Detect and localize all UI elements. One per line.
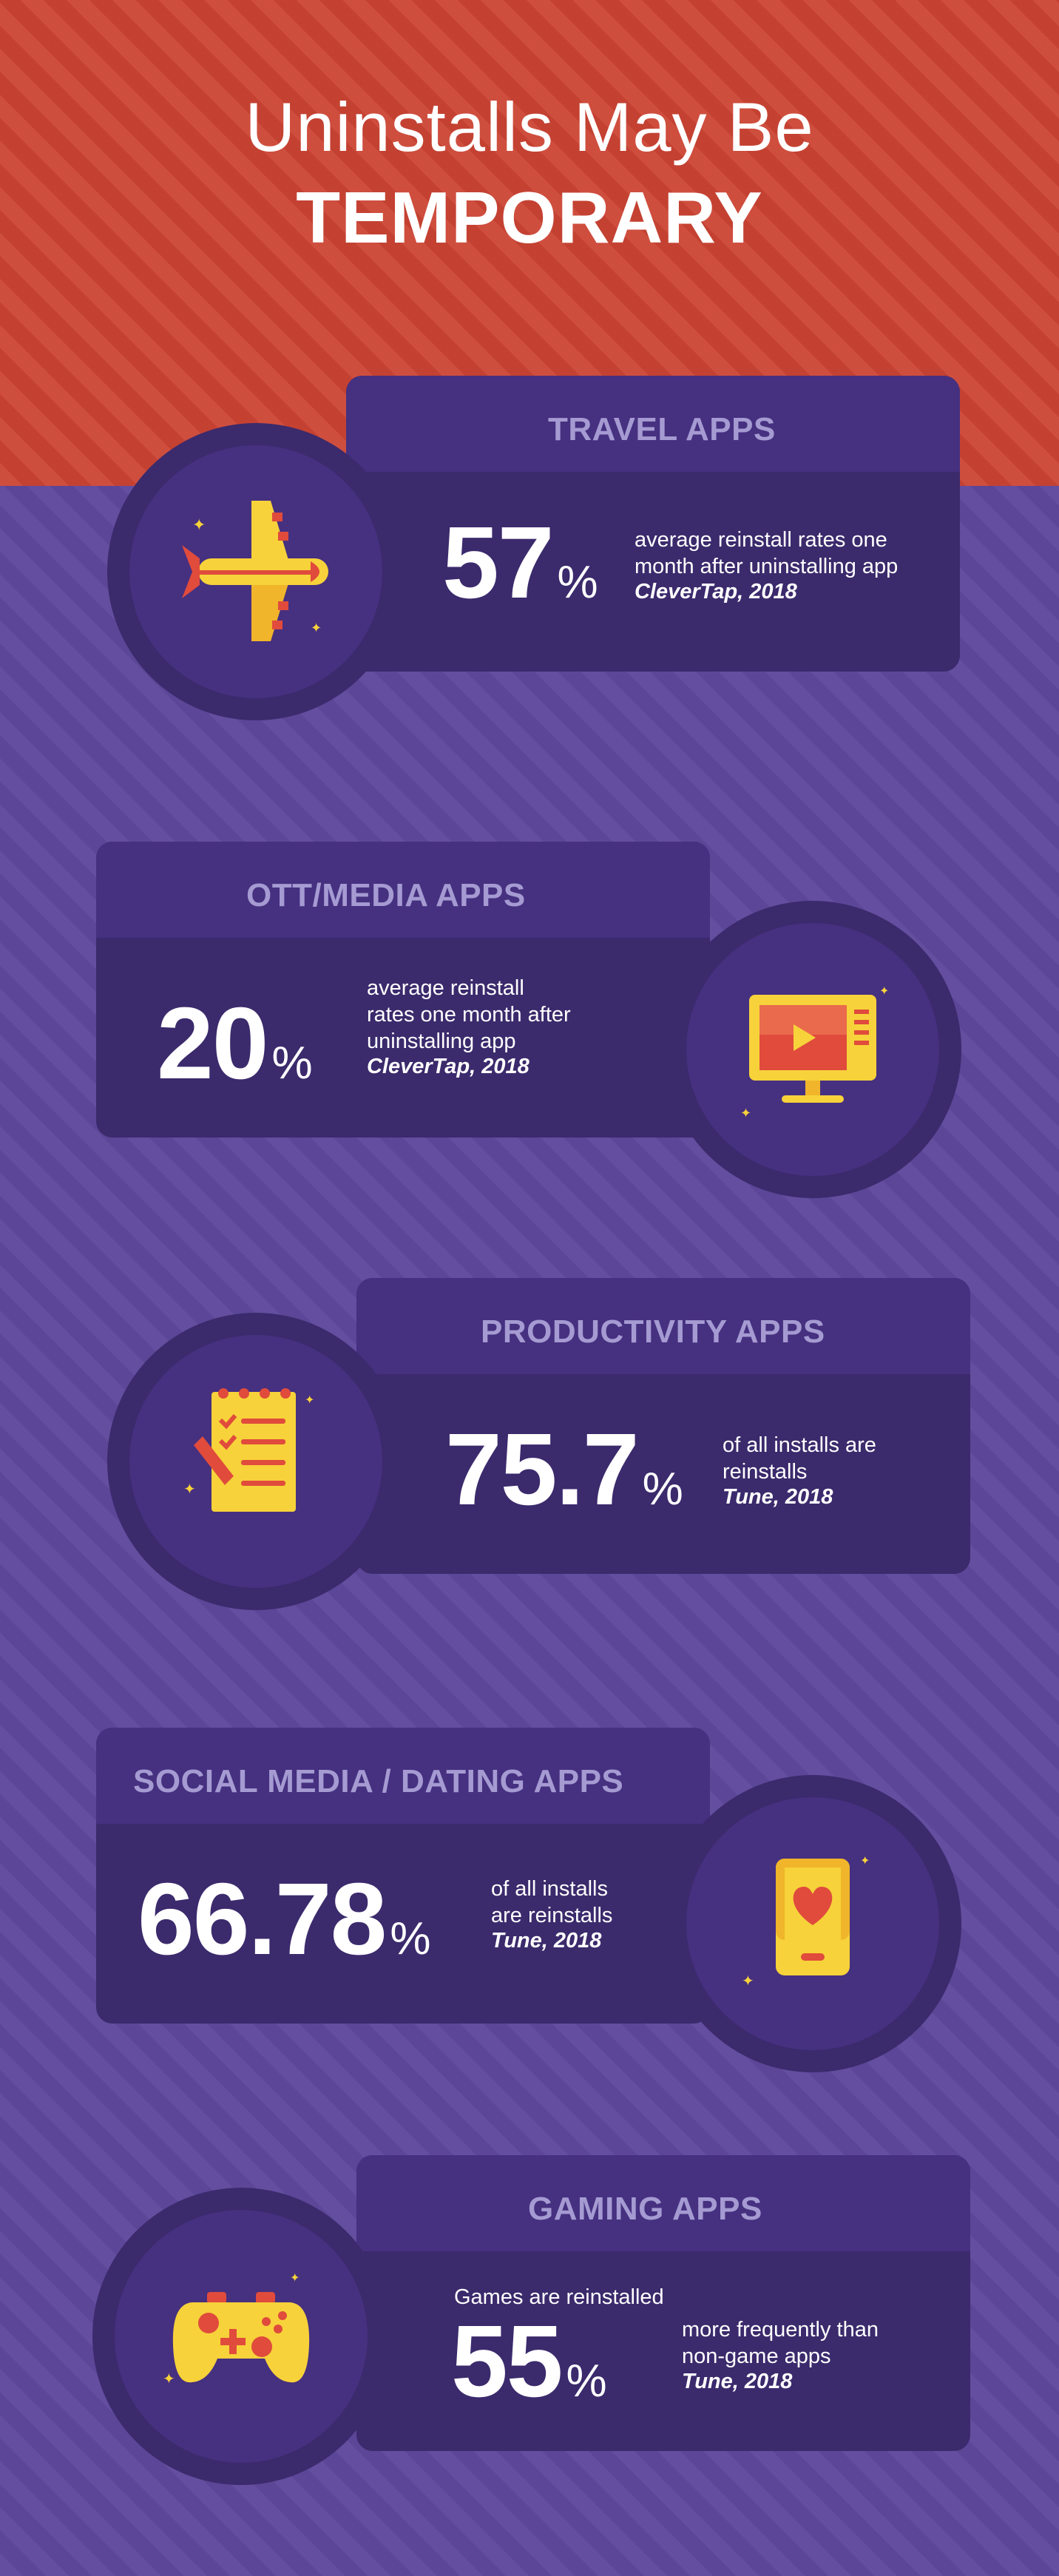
travel-desc-line-2: month after uninstalling app (635, 555, 899, 578)
title-line-2: TEMPORARY (296, 177, 763, 258)
svg-text:✦: ✦ (742, 1973, 754, 1990)
travel-source: CleverTap, 2018 (635, 580, 797, 604)
productivity-stat: 75.7% (445, 1419, 683, 1521)
svg-text:✦: ✦ (192, 515, 206, 534)
ott-heading: OTT/MEDIA APPS (246, 877, 526, 913)
ott-icon-circle: ✦ ✦ (664, 901, 961, 1198)
travel-stat: 57% (442, 512, 598, 614)
social-value: 66.78 (138, 1862, 387, 1976)
ott-desc-line-3: uninstalling app (367, 1030, 516, 1053)
social-stat: 66.78% (138, 1868, 430, 1970)
ott-value: 20 (157, 987, 268, 1101)
productivity-card-header: PRODUCTIVITY APPS (356, 1278, 970, 1374)
title-line-1: Uninstalls May Be (245, 88, 814, 166)
productivity-description: of all installs are reinstalls (723, 1432, 876, 1485)
social-heading: SOCIAL MEDIA / DATING APPS (133, 1763, 624, 1799)
phone-heart-icon: ✦ ✦ (742, 1855, 870, 1990)
ott-card-header: OTT/MEDIA APPS (96, 842, 710, 938)
social-icon-circle: ✦ ✦ (664, 1775, 961, 2072)
ott-desc-line-2: rates one month after (367, 1003, 571, 1027)
travel-icon-circle: ✦ ✦ (107, 423, 405, 720)
svg-text:✦: ✦ (163, 2371, 175, 2387)
ott-stat: 20% (157, 993, 313, 1095)
svg-text:✦: ✦ (879, 985, 889, 998)
svg-text:✦: ✦ (305, 1394, 314, 1407)
gaming-stat: 55% (451, 2310, 607, 2413)
ott-card: OTT/MEDIA APPS (96, 842, 710, 1137)
travel-description: average reinstall rates one month after … (635, 527, 898, 580)
ott-source: CleverTap, 2018 (367, 1055, 530, 1078)
tv-play-icon: ✦ ✦ (740, 985, 889, 1120)
travel-desc-line-1: average reinstall rates one (635, 528, 887, 552)
travel-value: 57 (442, 506, 554, 620)
ott-unit: % (271, 1038, 313, 1089)
gaming-description: more frequently than non-game apps (682, 2316, 879, 2370)
gaming-heading: GAMING APPS (528, 2191, 762, 2227)
social-description: of all installs are reinstalls (491, 1876, 612, 1929)
header-banner (0, 0, 1059, 486)
social-unit: % (390, 1913, 431, 1964)
gaming-desc-line-2: non-game apps (682, 2345, 831, 2368)
checklist-notepad-icon: ✦ ✦ (183, 1388, 314, 1512)
productivity-source: Tune, 2018 (723, 1485, 833, 1509)
game-controller-icon: ✦ ✦ (163, 2272, 310, 2387)
productivity-card: PRODUCTIVITY APPS (356, 1278, 970, 1574)
svg-text:✦: ✦ (740, 1106, 751, 1120)
gaming-desc-line-1: more frequently than (682, 2318, 879, 2342)
productivity-value: 75.7 (445, 1413, 640, 1527)
social-desc-line-1: of all installs (491, 1877, 608, 1901)
productivity-unit: % (642, 1464, 683, 1515)
productivity-desc-line-1: of all installs are (723, 1433, 876, 1457)
travel-unit: % (557, 557, 598, 608)
gaming-unit: % (566, 2356, 607, 2407)
gaming-value: 55 (451, 2305, 563, 2418)
social-source: Tune, 2018 (491, 1929, 602, 1953)
social-card-header: SOCIAL MEDIA / DATING APPS (96, 1728, 710, 1824)
gaming-card-header: GAMING APPS (356, 2155, 970, 2251)
gaming-source: Tune, 2018 (682, 2370, 793, 2393)
social-desc-line-2: are reinstalls (491, 1904, 613, 1927)
ott-description: average reinstall rates one month after … (367, 975, 571, 1055)
svg-text:✦: ✦ (290, 2272, 300, 2285)
travel-card-header: TRAVEL APPS (346, 376, 960, 472)
travel-heading: TRAVEL APPS (548, 411, 776, 447)
ott-desc-line-1: average reinstall (367, 976, 524, 1000)
svg-text:✦: ✦ (311, 621, 322, 635)
gaming-icon-circle: ✦ ✦ (92, 2188, 390, 2485)
productivity-heading: PRODUCTIVITY APPS (481, 1314, 825, 1350)
airplane-icon: ✦ ✦ (182, 501, 328, 641)
productivity-desc-line-2: reinstalls (723, 1460, 808, 1484)
svg-text:✦: ✦ (183, 1481, 196, 1498)
svg-text:✦: ✦ (860, 1855, 870, 1867)
gaming-card: GAMING APPS (356, 2155, 970, 2451)
travel-card: TRAVEL APPS (346, 376, 960, 672)
productivity-icon-circle: ✦ ✦ (107, 1313, 405, 1610)
social-card: SOCIAL MEDIA / DATING APPS (96, 1728, 710, 2024)
gaming-prefix: Games are reinstalled (454, 2285, 664, 2309)
